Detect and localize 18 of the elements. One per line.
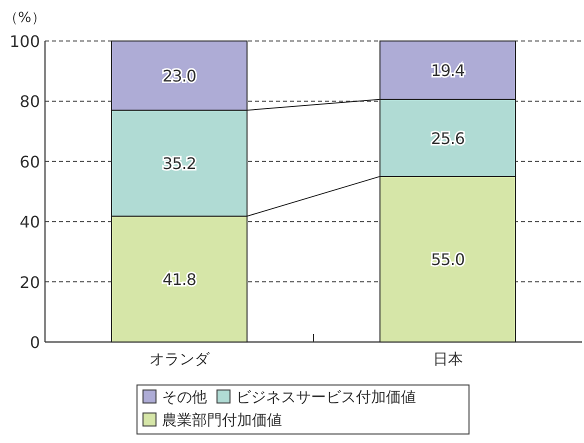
data-label: 19.4 xyxy=(430,61,465,80)
y-tick-label: 0 xyxy=(30,333,40,352)
data-label: 25.6 xyxy=(430,128,465,148)
y-axis-title: （%） xyxy=(4,10,46,26)
data-label: 35.2 xyxy=(162,154,196,174)
x-tick-label: オランダ xyxy=(149,350,210,368)
y-tick-label: 60 xyxy=(20,152,40,172)
y-tick-label: 100 xyxy=(9,32,40,51)
y-tick-label: 20 xyxy=(20,272,40,292)
x-tick-label: 日本 xyxy=(432,350,463,368)
y-tick-label: 40 xyxy=(20,212,40,232)
legend-label: 農業部門付加価値 xyxy=(162,411,282,429)
y-tick-label: 80 xyxy=(20,92,40,112)
data-label: 23.0 xyxy=(162,66,196,86)
data-label: 41.8 xyxy=(162,270,196,290)
data-label: 55.0 xyxy=(430,250,465,270)
legend-label: その他 xyxy=(162,388,207,406)
legend-label: ビジネスサービス付加価値 xyxy=(236,388,416,406)
